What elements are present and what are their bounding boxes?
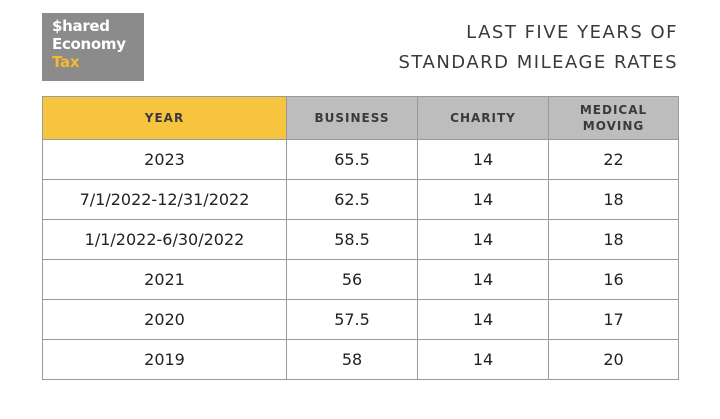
header-year: YEAR <box>42 96 287 140</box>
cell-business: 65.5 <box>286 139 418 180</box>
cell-year: 7/1/2022-12/31/2022 <box>42 179 287 220</box>
cell-business: 58.5 <box>286 219 418 260</box>
logo-line-2: Economy <box>52 35 126 53</box>
table-row: 1/1/2022-6/30/2022 58.5 14 18 <box>42 219 679 260</box>
cell-medical: 18 <box>548 179 679 220</box>
cell-business: 57.5 <box>286 299 418 340</box>
cell-medical: 22 <box>548 139 679 180</box>
header-moving-label: MOVING <box>582 119 645 133</box>
table-row: 7/1/2022-12/31/2022 62.5 14 18 <box>42 179 679 220</box>
cell-business: 62.5 <box>286 179 418 220</box>
table-header-row: YEAR BUSINESS CHARITY MEDICAL MOVING <box>42 96 679 140</box>
page-title: LAST FIVE YEARS OF STANDARD MILEAGE RATE… <box>398 18 678 78</box>
cell-charity: 14 <box>417 259 549 300</box>
cell-charity: 14 <box>417 339 549 380</box>
cell-year: 2019 <box>42 339 287 380</box>
table-row: 2021 56 14 16 <box>42 259 679 300</box>
cell-medical: 20 <box>548 339 679 380</box>
header-medical-label: MEDICAL <box>579 103 648 117</box>
cell-business: 58 <box>286 339 418 380</box>
cell-charity: 14 <box>417 139 549 180</box>
cell-medical: 18 <box>548 219 679 260</box>
cell-business: 56 <box>286 259 418 300</box>
cell-year: 2023 <box>42 139 287 180</box>
page-title-line-2: STANDARD MILEAGE RATES <box>398 52 678 73</box>
header-medical-moving: MEDICAL MOVING <box>548 96 679 140</box>
cell-year: 2020 <box>42 299 287 340</box>
table-row: 2023 65.5 14 22 <box>42 139 679 180</box>
cell-year: 1/1/2022-6/30/2022 <box>42 219 287 260</box>
table-row: 2019 58 14 20 <box>42 339 679 380</box>
table-row: 2020 57.5 14 17 <box>42 299 679 340</box>
cell-charity: 14 <box>417 179 549 220</box>
header-business: BUSINESS <box>286 96 418 140</box>
cell-charity: 14 <box>417 299 549 340</box>
header-charity: CHARITY <box>417 96 549 140</box>
page-title-line-1: LAST FIVE YEARS OF <box>466 22 678 43</box>
shared-economy-tax-logo: $hared Economy Tax <box>42 13 144 81</box>
cell-charity: 14 <box>417 219 549 260</box>
cell-year: 2021 <box>42 259 287 300</box>
mileage-rates-table: YEAR BUSINESS CHARITY MEDICAL MOVING 202… <box>42 96 679 380</box>
cell-medical: 16 <box>548 259 679 300</box>
cell-medical: 17 <box>548 299 679 340</box>
logo-line-3: Tax <box>52 53 80 71</box>
logo-line-1: $hared <box>52 17 110 35</box>
